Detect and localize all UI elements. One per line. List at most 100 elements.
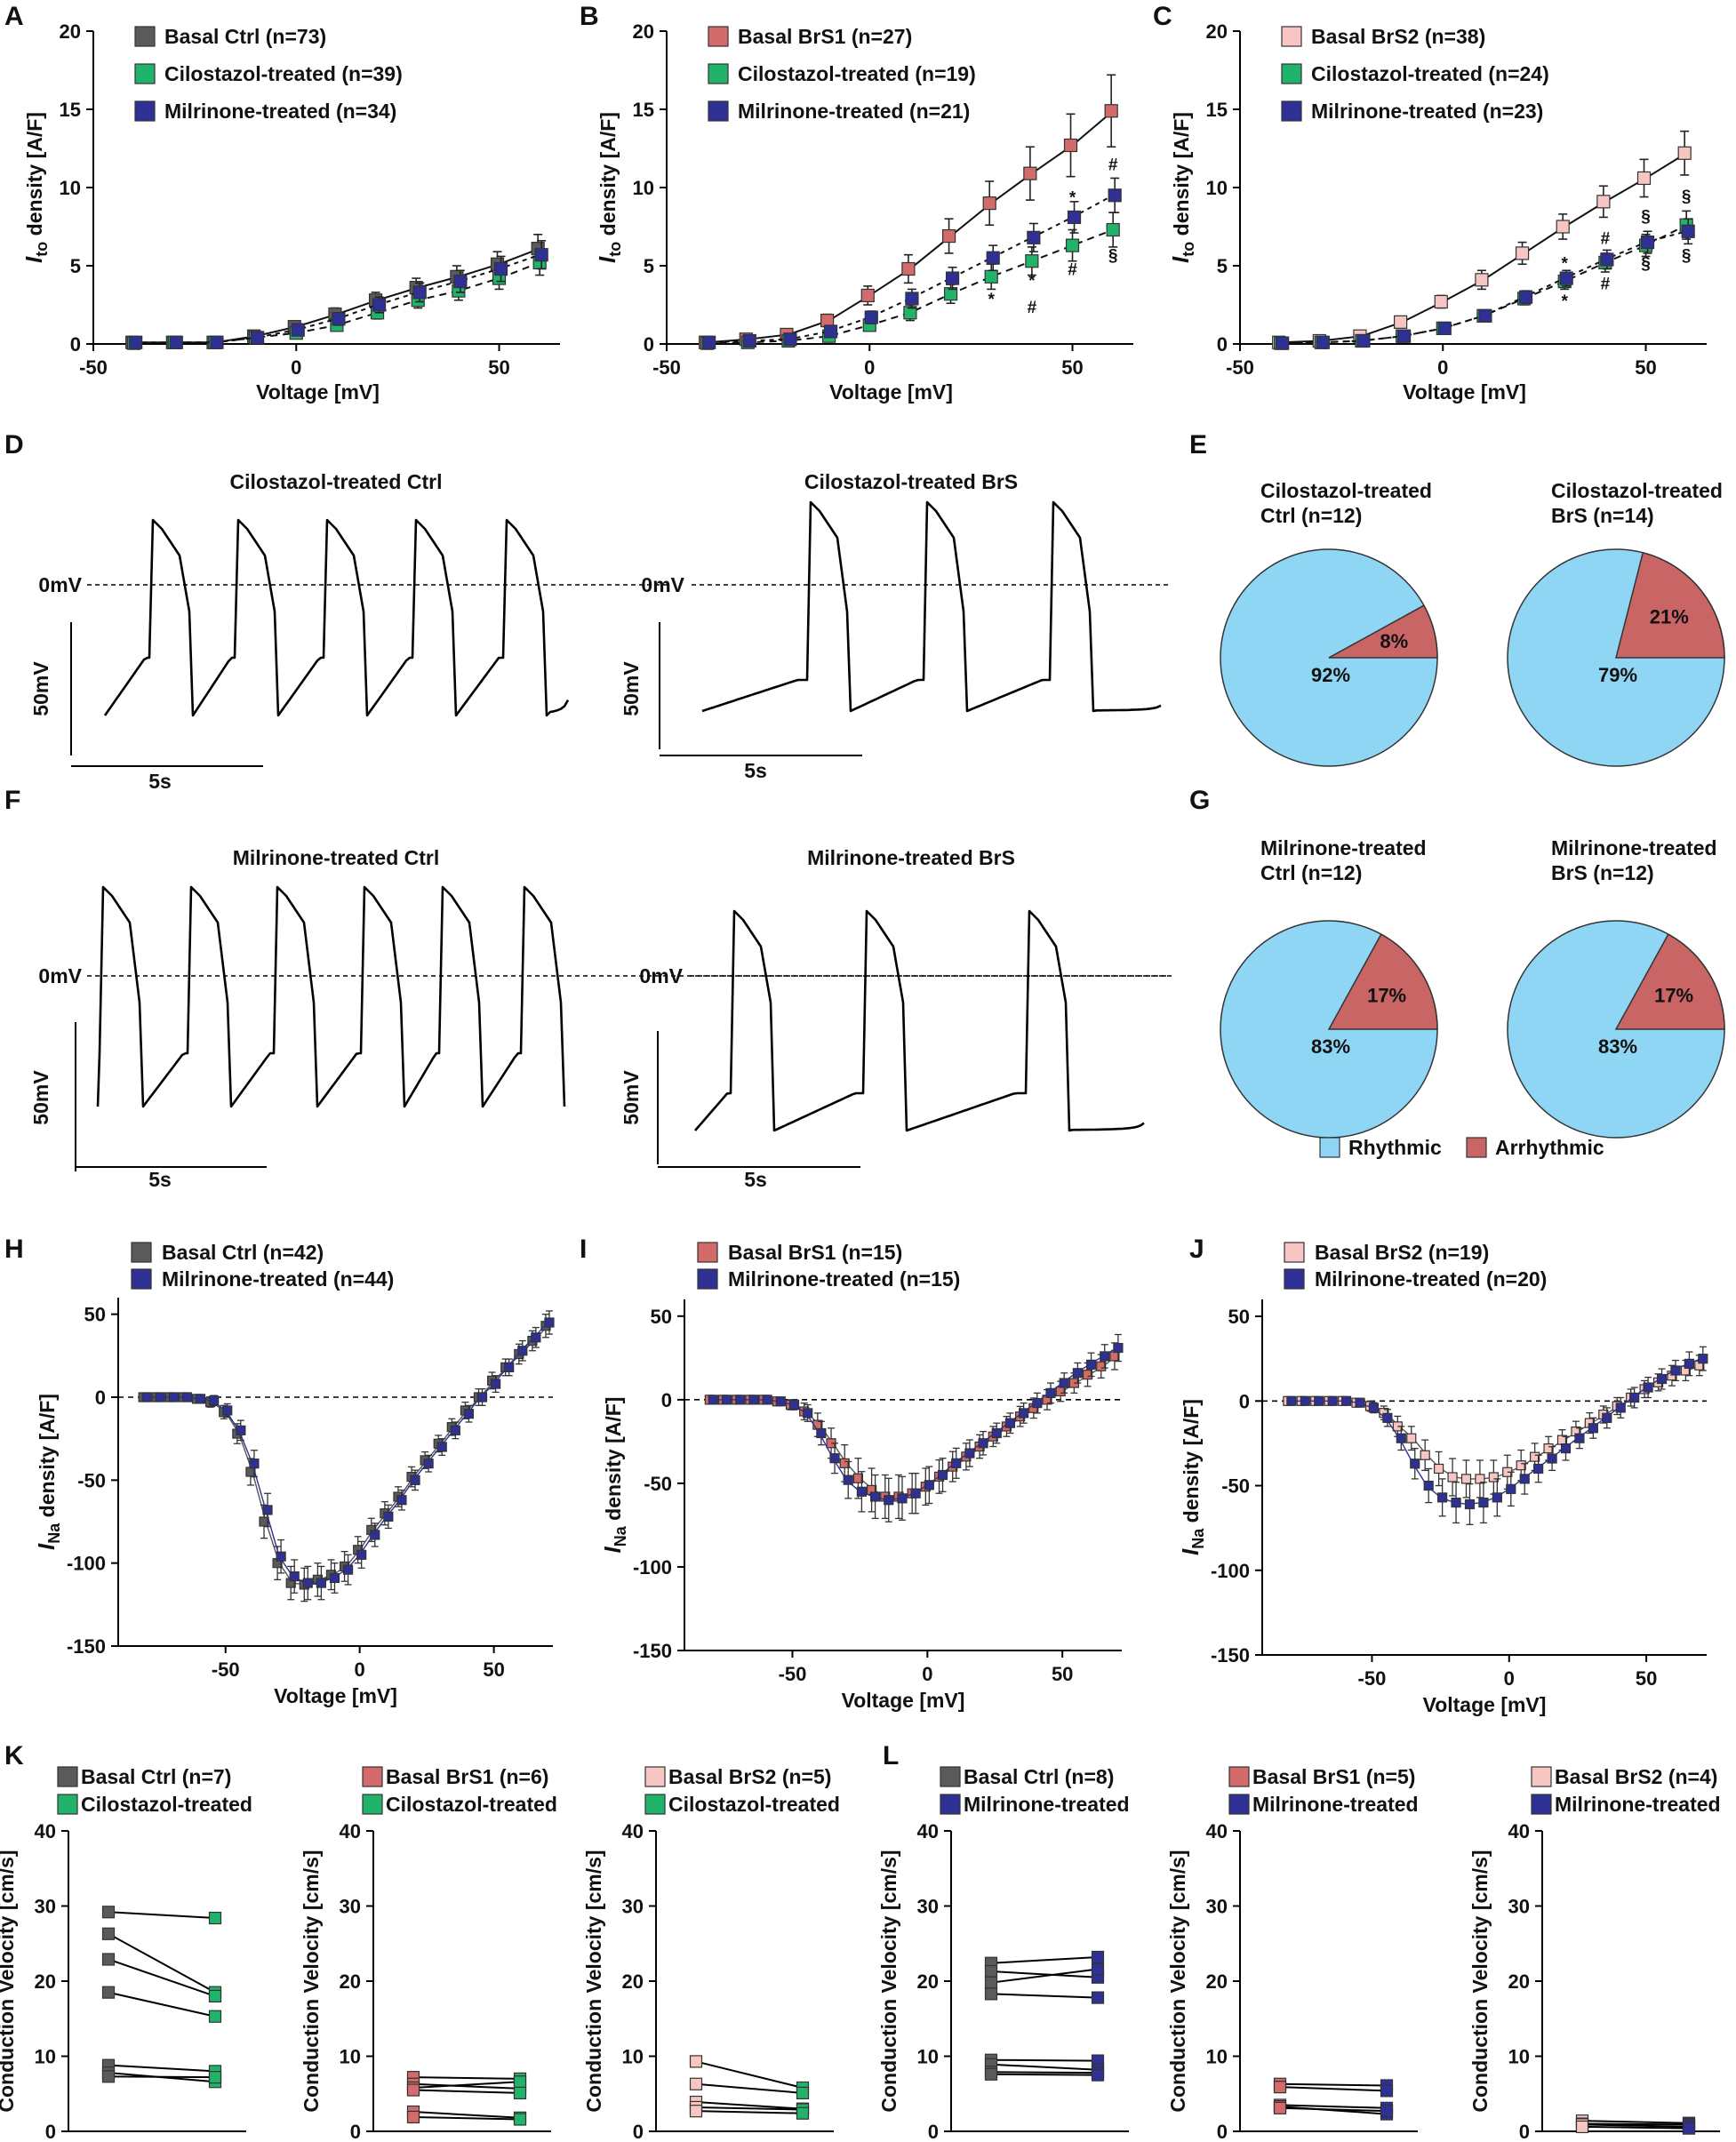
significance-mark: * <box>1028 272 1036 291</box>
data-point <box>1356 333 1371 348</box>
data-point <box>453 275 468 289</box>
data-point <box>884 1495 894 1506</box>
data-point <box>517 1346 528 1356</box>
pair-line <box>108 1911 216 1920</box>
data-point-treated <box>208 1989 222 2002</box>
pair-line <box>1581 2125 1690 2130</box>
data-point-treated <box>208 1911 222 1925</box>
data-point <box>1065 238 1080 252</box>
y-tick-label: 30 <box>35 1896 56 1918</box>
pie-slice-arrhythmic <box>1328 604 1438 659</box>
data-point <box>291 323 305 337</box>
data-point <box>370 1530 380 1540</box>
y-tick-label: 0 <box>1519 2121 1530 2142</box>
data-point <box>775 1396 786 1407</box>
data-point-basal <box>101 1927 116 1940</box>
legend-label: Basal BrS2 (n=5) <box>668 1765 831 1788</box>
voltage-scale-label: 50mV <box>29 1070 52 1125</box>
y-tick-label: 0 <box>644 333 654 356</box>
y-axis-label: Conduction Velocity [cm/s] <box>300 1850 323 2112</box>
data-point <box>762 1395 772 1405</box>
legend-label: Basal BrS1 (n=27) <box>738 25 912 48</box>
legend-swatch <box>1281 26 1302 47</box>
y-tick-label: 30 <box>1508 1896 1530 1918</box>
significance-mark: * <box>1069 189 1076 208</box>
y-tick-label: 10 <box>622 2046 644 2068</box>
data-point <box>169 335 183 349</box>
y-tick-label: 20 <box>1206 20 1228 43</box>
y-tick-label: 20 <box>917 1970 939 1993</box>
panel-label-J: J <box>1189 1235 1204 1264</box>
pie-legend: Rhythmic Arrhythmic <box>1319 1136 1604 1159</box>
data-point <box>1104 104 1118 118</box>
x-axis-label: Voltage [mV] <box>842 1689 965 1712</box>
legend-label: Milrinone-treated (n=44) <box>162 1267 394 1291</box>
data-point <box>356 1549 367 1560</box>
y-tick-label: 10 <box>917 2046 939 2068</box>
legend-label-arrhythmic: Arrhythmic <box>1495 1136 1604 1159</box>
data-point <box>1327 1395 1338 1406</box>
data-point <box>141 1392 152 1403</box>
legend-label: Basal BrS2 (n=19) <box>1315 1241 1489 1264</box>
x-tick-label: -50 <box>779 1663 807 1685</box>
time-scale-label: 5s <box>148 770 172 793</box>
data-point-treated <box>1091 1950 1105 1964</box>
pie-label-rhythmic: 79% <box>1598 664 1637 686</box>
x-tick-label: 50 <box>1636 1667 1657 1690</box>
data-point <box>262 1505 273 1515</box>
legend-swatch <box>697 1268 718 1290</box>
data-point-treated <box>208 2071 222 2084</box>
y-axis-label: Conduction Velocity [cm/s] <box>877 1850 900 2112</box>
data-point <box>1556 220 1570 234</box>
legend-label: Basal Ctrl (n=7) <box>81 1765 231 1788</box>
data-point <box>544 1317 555 1328</box>
data-point <box>396 1495 407 1506</box>
data-point <box>839 1458 850 1468</box>
data-point <box>1434 294 1448 309</box>
y-tick-label: -50 <box>644 1473 672 1495</box>
panel-label-H: H <box>4 1235 24 1264</box>
data-point <box>1681 224 1695 238</box>
pie-subtitle: Ctrl (n=12) <box>1260 504 1362 527</box>
data-point <box>1382 1412 1393 1423</box>
data-point <box>852 1473 864 1483</box>
y-tick-label: 10 <box>60 177 81 199</box>
data-point <box>168 1392 179 1403</box>
legend-swatch <box>708 63 729 84</box>
x-axis-label: Voltage [mV] <box>829 380 953 404</box>
data-point <box>1396 1433 1406 1443</box>
x-tick-label: 0 <box>922 1663 932 1685</box>
data-point <box>1397 329 1412 343</box>
data-point-basal <box>984 1976 998 1989</box>
data-point <box>901 261 916 276</box>
significance-mark: # <box>1028 299 1037 317</box>
pie-subtitle: Ctrl (n=12) <box>1260 861 1362 884</box>
data-point-basal <box>1273 2081 1287 2094</box>
trace-F-left: Milrinone-treated Ctrl 0mV 50mV 5s <box>29 846 1170 1191</box>
ylabel-sub: Na <box>1189 1528 1207 1549</box>
trace-D-right: Cilostazol-treated BrS 0mV 50mV 5s <box>620 470 1172 782</box>
data-point <box>450 1425 460 1435</box>
x-tick-label: 0 <box>291 356 301 379</box>
data-point <box>829 1453 840 1464</box>
data-point <box>1059 1378 1069 1388</box>
legend-label: Milrinone-treated <box>964 1793 1130 1816</box>
data-point <box>742 333 756 348</box>
y-axis-label: INa density [A/F] <box>599 1397 629 1554</box>
x-axis-label: Voltage [mV] <box>256 380 380 404</box>
data-point <box>1286 1395 1297 1406</box>
y-tick-label: -100 <box>1211 1560 1250 1582</box>
pair-line <box>412 2082 521 2090</box>
pair-line <box>108 1991 216 2018</box>
y-tick-label: 15 <box>60 99 81 121</box>
legend-swatch-rhythmic <box>1319 1137 1340 1158</box>
pair-line <box>1279 2106 1388 2113</box>
data-point <box>302 1578 313 1588</box>
data-point <box>1488 1472 1499 1483</box>
ylabel-rest: density [A/F] <box>23 112 46 242</box>
data-point <box>1506 1483 1516 1494</box>
data-point <box>1670 1365 1681 1376</box>
data-point <box>860 288 875 303</box>
